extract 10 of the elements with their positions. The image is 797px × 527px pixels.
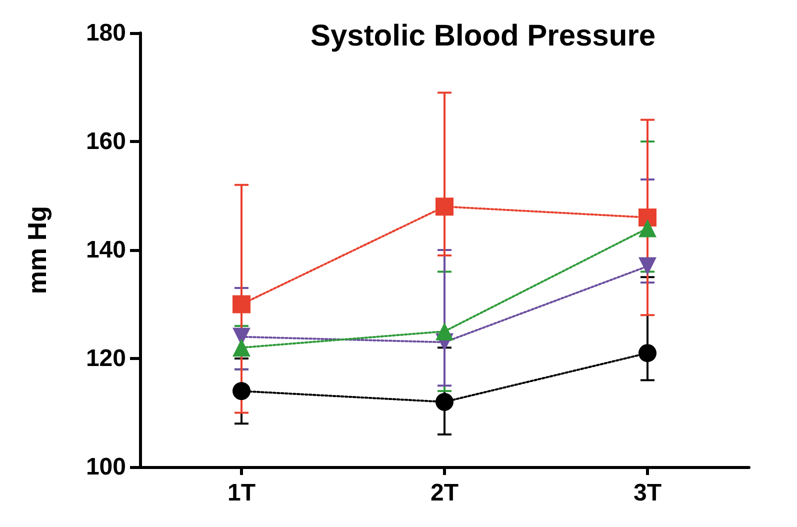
chart-title: Systolic Blood Pressure xyxy=(310,20,656,52)
x-tick-label: 2T xyxy=(430,480,459,506)
x-tick-label: 1T xyxy=(227,480,256,506)
y-tick-label: 140 xyxy=(86,236,126,264)
y-axis-title: mm Hg xyxy=(22,206,52,294)
x-tick-label: 3T xyxy=(633,480,662,506)
y-tick-label: 180 xyxy=(86,20,126,46)
y-tick-label: 120 xyxy=(86,345,126,372)
y-tick-label: 160 xyxy=(86,128,126,155)
y-tick-label: 100 xyxy=(86,454,126,480)
